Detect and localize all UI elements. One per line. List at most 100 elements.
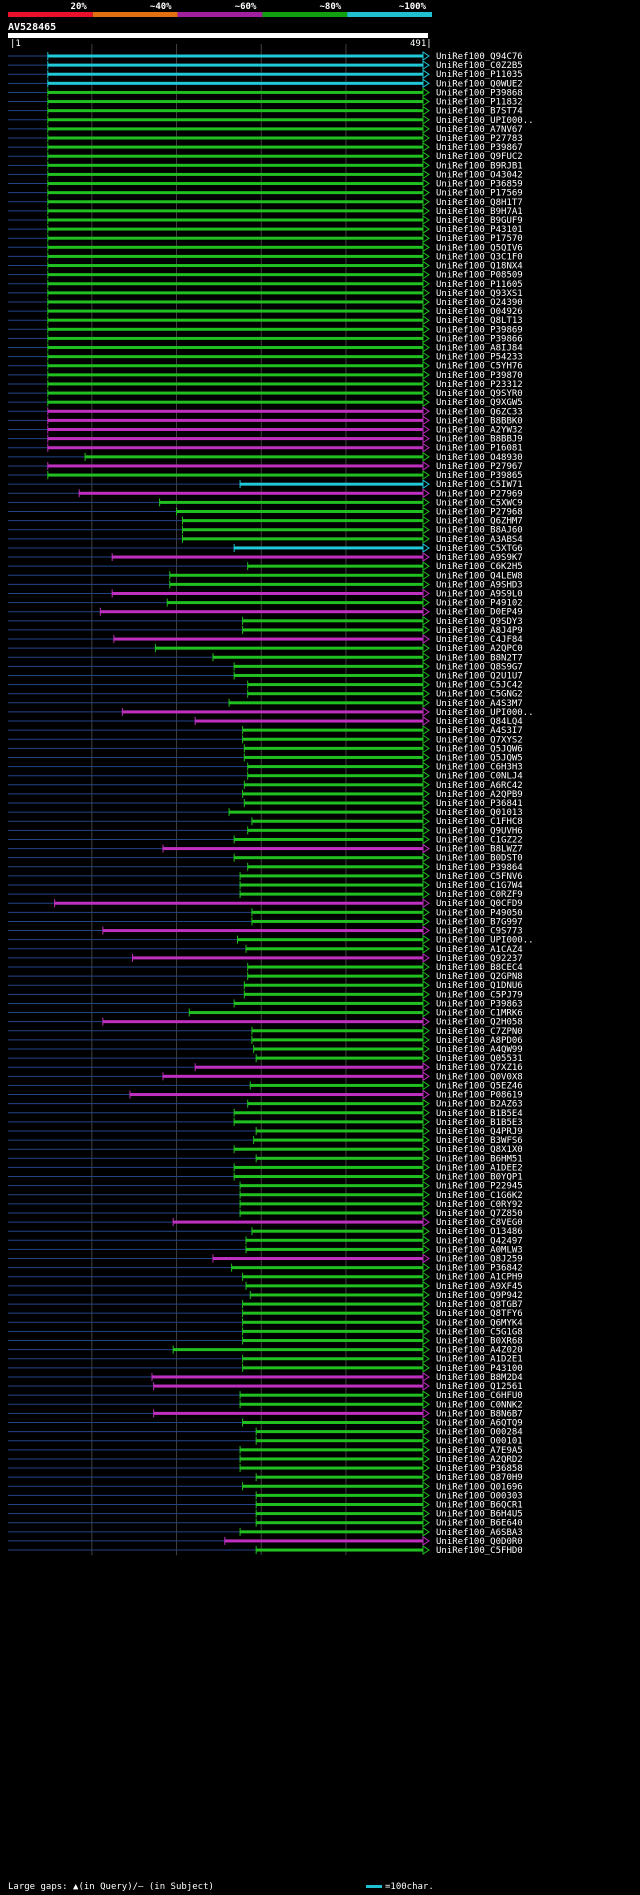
hit-row[interactable]: UniRef100_A1CPH9 (8, 1271, 523, 1283)
hit-row[interactable]: UniRef100_Q6MYK4 (8, 1317, 523, 1328)
hit-row[interactable]: UniRef100_P39870 (8, 369, 523, 381)
hit-label[interactable]: UniRef100_B8N2T7 (436, 653, 523, 663)
hit-label[interactable]: UniRef100_Q7XZ16 (436, 1063, 523, 1073)
hit-label[interactable]: UniRef100_C5IW71 (436, 480, 523, 490)
hit-row[interactable]: UniRef100_A0MLW3 (8, 1244, 523, 1255)
hit-label[interactable]: UniRef100_C5YH76 (436, 362, 523, 372)
hit-row[interactable]: UniRef100_C1MRK6 (8, 1007, 523, 1019)
hit-row[interactable]: UniRef100_Q6ZHM7 (8, 515, 523, 527)
hit-row[interactable]: UniRef100_P39863 (8, 998, 523, 1009)
hit-label[interactable]: UniRef100_B8AJ60 (436, 526, 523, 536)
hit-row[interactable]: UniRef100_B9RJB1 (8, 160, 523, 171)
hit-label[interactable]: UniRef100_B7ST74 (436, 107, 523, 117)
hit-row[interactable]: UniRef100_O48930 (8, 451, 523, 463)
hit-row[interactable]: UniRef100_Q5JQW6 (8, 743, 523, 754)
hit-row[interactable]: UniRef100_B8CEC4 (8, 962, 523, 973)
hit-label[interactable]: UniRef100_P27969 (436, 489, 523, 499)
hit-row[interactable]: UniRef100_Q0V0X8 (8, 1071, 523, 1082)
hit-label[interactable]: UniRef100_B8LWZ7 (436, 845, 523, 855)
hit-label[interactable]: UniRef100_A9XF45 (436, 1282, 523, 1292)
hit-label[interactable]: UniRef100_Q0D0R0 (436, 1537, 523, 1547)
hit-row[interactable]: UniRef100_B7G997 (8, 916, 523, 927)
hit-label[interactable]: UniRef100_Q6ZHM7 (436, 517, 523, 527)
hit-row[interactable]: UniRef100_Q12561 (8, 1381, 523, 1392)
hit-label[interactable]: UniRef100_C5GNG2 (436, 690, 523, 700)
hit-label[interactable]: UniRef100_Q7Z850 (436, 1209, 523, 1219)
hit-label[interactable]: UniRef100_P27967 (436, 462, 523, 472)
hit-row[interactable]: UniRef100_C0RZF9 (8, 889, 523, 900)
hit-row[interactable]: UniRef100_A9SHD3 (8, 579, 523, 590)
hit-row[interactable]: UniRef100_A1CAZ4 (8, 943, 523, 955)
hit-label[interactable]: UniRef100_P27783 (436, 134, 523, 144)
hit-row[interactable]: UniRef100_Q8H1T7 (8, 196, 523, 208)
hit-row[interactable]: UniRef100_C6H3H3 (8, 761, 523, 773)
hit-label[interactable]: UniRef100_B0YQP1 (436, 1173, 523, 1183)
hit-row[interactable]: UniRef100_C5IW71 (8, 479, 523, 490)
hit-label[interactable]: UniRef100_Q2U1U7 (436, 671, 523, 681)
hit-label[interactable]: UniRef100_P54233 (436, 353, 523, 363)
hit-row[interactable]: UniRef100_Q8TGB7 (8, 1299, 523, 1310)
hit-label[interactable]: UniRef100_Q4PRJ9 (436, 1127, 523, 1137)
hit-row[interactable]: UniRef100_Q8TFY6 (8, 1308, 523, 1319)
hit-label[interactable]: UniRef100_B8BBJ9 (436, 435, 523, 445)
hit-label[interactable]: UniRef100_Q8S9G7 (436, 662, 523, 672)
hit-label[interactable]: UniRef100_Q2H058 (436, 1018, 523, 1028)
hit-row[interactable]: UniRef100_O24390 (8, 297, 523, 308)
hit-row[interactable]: UniRef100_Q05531 (8, 1053, 523, 1064)
hit-label[interactable]: UniRef100_A2QPB9 (436, 790, 523, 800)
hit-row[interactable]: UniRef100_O13486 (8, 1226, 523, 1237)
hit-label[interactable]: UniRef100_P23312 (436, 380, 523, 390)
hit-label[interactable]: UniRef100_A7E9A5 (436, 1446, 523, 1456)
hit-label[interactable]: UniRef100_B8BBK0 (436, 416, 523, 426)
hit-row[interactable]: UniRef100_B1B5E3 (8, 1116, 523, 1128)
hit-row[interactable]: UniRef100_P36841 (8, 798, 523, 809)
hit-label[interactable]: UniRef100_B2AZ63 (436, 1100, 523, 1110)
hit-label[interactable]: UniRef100_P43101 (436, 225, 523, 235)
hit-label[interactable]: UniRef100_B9RJB1 (436, 161, 523, 171)
hit-label[interactable]: UniRef100_UPI000.. (436, 116, 534, 126)
hit-row[interactable]: UniRef100_P39866 (8, 333, 523, 344)
hit-row[interactable]: UniRef100_P36842 (8, 1262, 523, 1274)
hit-row[interactable]: UniRef100_D0EP49 (8, 606, 523, 618)
hit-label[interactable]: UniRef100_C1FHC8 (436, 817, 523, 827)
hit-row[interactable]: UniRef100_Q01696 (8, 1481, 523, 1492)
hit-row[interactable]: UniRef100_A6SBA3 (8, 1526, 523, 1538)
hit-row[interactable]: UniRef100_B0YQP1 (8, 1171, 523, 1183)
hit-label[interactable]: UniRef100_Q5JQW6 (436, 744, 523, 754)
hit-row[interactable]: UniRef100_P08619 (8, 1089, 523, 1101)
hit-label[interactable]: UniRef100_P39867 (436, 143, 523, 153)
hit-row[interactable]: UniRef100_Q18NX4 (8, 260, 523, 272)
hit-label[interactable]: UniRef100_O48930 (436, 453, 523, 463)
hit-row[interactable]: UniRef100_A8J4P9 (8, 624, 523, 636)
hit-row[interactable]: UniRef100_A8IJ84 (8, 342, 523, 354)
hit-label[interactable]: UniRef100_Q8TGB7 (436, 1300, 523, 1310)
hit-label[interactable]: UniRef100_P17570 (436, 234, 523, 244)
hit-label[interactable]: UniRef100_Q8LT13 (436, 316, 523, 326)
hit-label[interactable]: UniRef100_A2YW32 (436, 426, 523, 436)
hit-label[interactable]: UniRef100_C5FNV6 (436, 872, 523, 882)
hit-row[interactable]: UniRef100_Q870H9 (8, 1472, 523, 1483)
hit-label[interactable]: UniRef100_C7ZPN0 (436, 1027, 523, 1037)
hit-label[interactable]: UniRef100_Q9FUC2 (436, 152, 523, 162)
hit-label[interactable]: UniRef100_Q12561 (436, 1382, 523, 1392)
hit-row[interactable]: UniRef100_A9XF45 (8, 1280, 523, 1292)
hit-label[interactable]: UniRef100_P39868 (436, 88, 523, 98)
hit-row[interactable]: UniRef100_P08509 (8, 269, 523, 281)
hit-row[interactable]: UniRef100_A2QPC0 (8, 643, 523, 654)
hit-row[interactable]: UniRef100_P49102 (8, 597, 523, 609)
hit-row[interactable]: UniRef100_A2QPB9 (8, 788, 523, 800)
hit-label[interactable]: UniRef100_Q9SDY3 (436, 617, 523, 627)
hit-row[interactable]: UniRef100_B6QCR1 (8, 1499, 523, 1510)
hit-label[interactable]: UniRef100_UPI000.. (436, 708, 534, 718)
hit-label[interactable]: UniRef100_A0MLW3 (436, 1245, 523, 1255)
hit-row[interactable]: UniRef100_P36859 (8, 178, 523, 190)
hit-label[interactable]: UniRef100_O00101 (436, 1437, 523, 1447)
hit-label[interactable]: UniRef100_A8IJ84 (436, 344, 523, 354)
hit-label[interactable]: UniRef100_Q1DNU6 (436, 981, 523, 991)
hit-label[interactable]: UniRef100_Q18NX4 (436, 262, 523, 272)
hit-row[interactable]: UniRef100_C6HFU0 (8, 1390, 523, 1401)
hit-row[interactable]: UniRef100_B9GUF9 (8, 215, 523, 226)
hit-row[interactable]: UniRef100_P16081 (8, 442, 523, 454)
hit-label[interactable]: UniRef100_A6QTQ9 (436, 1419, 523, 1429)
hit-label[interactable]: UniRef100_P39866 (436, 334, 523, 344)
